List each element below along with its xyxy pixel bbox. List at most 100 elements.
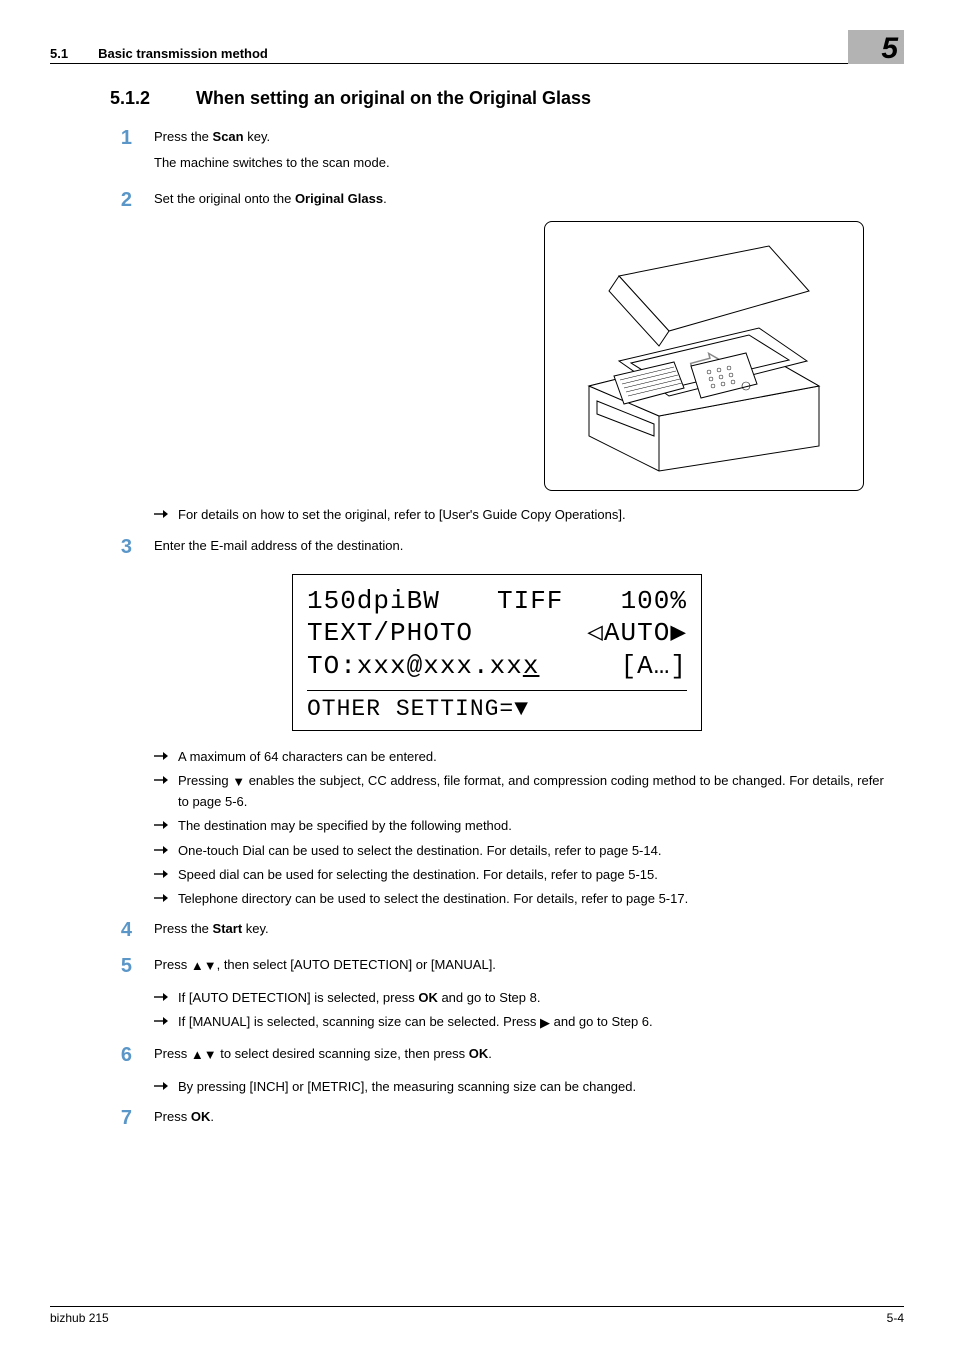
- arrow-icon: [154, 841, 170, 861]
- step-body: Press ▲▼ to select desired scanning size…: [154, 1044, 884, 1071]
- step-number: 5: [110, 955, 132, 978]
- chapter-badge: 5: [848, 30, 904, 64]
- lcd-cursor: x: [523, 651, 540, 681]
- step-body: Press OK.: [154, 1107, 884, 1133]
- lcd-display: 150dpiBW TIFF 100% TEXT/PHOTO ◁AUTO▶ TO:…: [110, 574, 884, 731]
- printer-figure: [110, 221, 884, 491]
- ok-label: OK: [418, 990, 438, 1005]
- note-item: If [MANUAL] is selected, scanning size c…: [154, 1012, 884, 1033]
- text: and go to Step 6.: [550, 1014, 653, 1029]
- text: Enter the E-mail address of the destinat…: [154, 536, 884, 556]
- text: Press the: [154, 129, 213, 144]
- step-number: 4: [110, 919, 132, 942]
- step-body: Press the Scan key. The machine switches…: [154, 127, 884, 179]
- note-text: By pressing [INCH] or [METRIC], the meas…: [178, 1077, 884, 1097]
- section-number: 5.1: [50, 46, 68, 61]
- content: 5.1.2 When setting an original on the Or…: [50, 88, 904, 1133]
- triangle-down-icon: ▼: [514, 695, 529, 724]
- lcd-box: 150dpiBW TIFF 100% TEXT/PHOTO ◁AUTO▶ TO:…: [292, 574, 702, 731]
- text: .: [488, 1046, 492, 1061]
- section-title: Basic transmission method: [98, 46, 268, 61]
- note-text: Speed dial can be used for selecting the…: [178, 865, 884, 885]
- up-triangle-icon: ▲: [191, 956, 204, 976]
- step-6: 6 Press ▲▼ to select desired scanning si…: [110, 1044, 884, 1071]
- lcd-zoom: 100%: [621, 585, 687, 618]
- arrow-icon: [154, 771, 170, 812]
- note-item: If [AUTO DETECTION] is selected, press O…: [154, 988, 884, 1008]
- text: to select desired scanning size, then pr…: [217, 1046, 469, 1061]
- step-1: 1 Press the Scan key. The machine switch…: [110, 127, 884, 179]
- text: key.: [242, 921, 269, 936]
- page-footer: bizhub 215 5-4: [50, 1306, 904, 1325]
- text: key.: [244, 129, 271, 144]
- arrow-icon: [154, 816, 170, 836]
- arrow-icon: [154, 1077, 170, 1097]
- up-triangle-icon: ▲: [191, 1045, 204, 1065]
- lcd-to-address: TO:xxx@xxx.xxx: [307, 650, 539, 683]
- footer-page-number: 5-4: [887, 1311, 904, 1325]
- step-7: 7 Press OK.: [110, 1107, 884, 1133]
- step-body: Set the original onto the Original Glass…: [154, 189, 884, 215]
- step-2: 2 Set the original onto the Original Gla…: [110, 189, 884, 215]
- page-header: 5.1 Basic transmission method 5: [50, 30, 904, 64]
- lcd-mode: TEXT/PHOTO: [307, 617, 473, 650]
- lcd-to-prefix: TO:xxx@xxx.xx: [307, 651, 523, 681]
- step-number: 6: [110, 1044, 132, 1067]
- lcd-input-mode: [A…]: [621, 650, 687, 683]
- triangle-left-icon: ◁: [587, 617, 604, 650]
- arrow-icon: [154, 988, 170, 1008]
- lcd-format: TIFF: [497, 585, 563, 618]
- start-key-label: Start: [213, 921, 243, 936]
- note-item: Pressing ▼ enables the subject, CC addre…: [154, 771, 884, 812]
- chapter-number: 5: [881, 34, 898, 64]
- subsection-title: When setting an original on the Original…: [196, 88, 591, 109]
- lcd-row-3: TO:xxx@xxx.xxx [A…]: [307, 650, 687, 683]
- note-item: A maximum of 64 characters can be entere…: [154, 747, 884, 767]
- note-item: Speed dial can be used for selecting the…: [154, 865, 884, 885]
- step-6-notes: By pressing [INCH] or [METRIC], the meas…: [154, 1077, 884, 1097]
- arrow-icon: [154, 865, 170, 885]
- text: .: [210, 1109, 214, 1124]
- text: If [AUTO DETECTION] is selected, press: [178, 990, 418, 1005]
- step-body: Enter the E-mail address of the destinat…: [154, 536, 884, 562]
- text: Set the original onto the: [154, 191, 295, 206]
- step-body: Press ▲▼, then select [AUTO DETECTION] o…: [154, 955, 884, 982]
- text: If [MANUAL] is selected, scanning size c…: [178, 1014, 540, 1029]
- note-item: One-touch Dial can be used to select the…: [154, 841, 884, 861]
- scan-key-label: Scan: [213, 129, 244, 144]
- step-2-notes: For details on how to set the original, …: [154, 505, 884, 525]
- note-item: The destination may be specified by the …: [154, 816, 884, 836]
- text: Pressing: [178, 773, 232, 788]
- note-text: For details on how to set the original, …: [178, 505, 884, 525]
- ok-label: OK: [191, 1109, 211, 1124]
- step-number: 7: [110, 1107, 132, 1130]
- step-5-notes: If [AUTO DETECTION] is selected, press O…: [154, 988, 884, 1033]
- step-3: 3 Enter the E-mail address of the destin…: [110, 536, 884, 562]
- text: Press: [154, 957, 191, 972]
- note-text: Pressing ▼ enables the subject, CC addre…: [178, 771, 884, 812]
- note-text: A maximum of 64 characters can be entere…: [178, 747, 884, 767]
- printer-illustration-box: [544, 221, 864, 491]
- down-triangle-icon: ▼: [232, 772, 245, 792]
- note-text: The destination may be specified by the …: [178, 816, 884, 836]
- lcd-row-2: TEXT/PHOTO ◁AUTO▶: [307, 617, 687, 650]
- text: Press: [154, 1109, 191, 1124]
- lcd-resolution: 150dpiBW: [307, 585, 440, 618]
- text: , then select [AUTO DETECTION] or [MANUA…: [217, 957, 496, 972]
- text: Press: [154, 1046, 191, 1061]
- triangle-right-icon: ▶: [670, 617, 687, 650]
- lcd-auto-text: AUTO: [604, 618, 670, 648]
- printer-icon: [559, 236, 849, 476]
- ok-label: OK: [469, 1046, 489, 1061]
- arrow-icon: [154, 1012, 170, 1033]
- lcd-row-4: OTHER SETTING=▼: [307, 691, 687, 730]
- page: 5.1 Basic transmission method 5 5.1. 2 Wh…: [0, 0, 954, 1351]
- text: Press the: [154, 921, 213, 936]
- step-number: 2: [110, 189, 132, 212]
- header-left: 5.1 Basic transmission method: [50, 46, 268, 61]
- text: and go to Step 8.: [438, 990, 541, 1005]
- arrow-icon: [154, 505, 170, 525]
- text: .: [383, 191, 387, 206]
- down-triangle-icon: ▼: [204, 1045, 217, 1065]
- lcd-other-setting: OTHER SETTING=▼: [307, 695, 529, 724]
